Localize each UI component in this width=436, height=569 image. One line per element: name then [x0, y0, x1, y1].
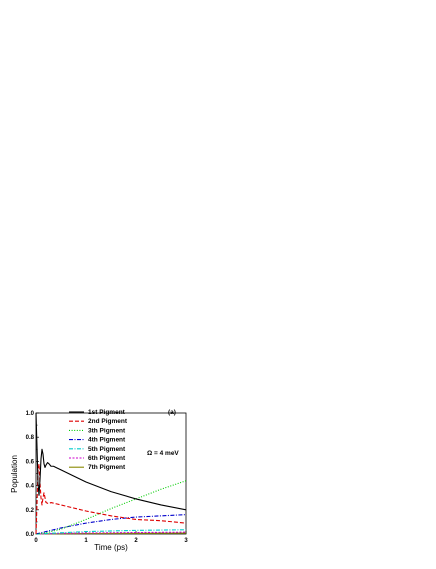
legend-label-3: 3th Pigment: [88, 427, 126, 434]
series-line-6: [35, 531, 187, 535]
y-tick-label: 0.4: [26, 484, 35, 490]
y-tick-label: 1.0: [26, 411, 35, 417]
series-line-5: [35, 529, 187, 535]
legend: 1st Pigment 2nd Pigment 3th Pigment 4th Pig…: [69, 409, 128, 471]
legend-label-4: 4th Pigment: [88, 437, 126, 444]
x-tick-label: 2: [134, 538, 138, 544]
y-tick-label: 0.2: [26, 508, 35, 514]
y-axis-title: Population: [10, 455, 19, 493]
x-tick-label: 1: [84, 538, 88, 544]
legend-label-5: 5th Pigment: [88, 446, 126, 453]
series-line-2: [35, 463, 187, 535]
x-axis-title: Time (ps): [94, 543, 128, 552]
x-tick-label: 0: [34, 538, 38, 544]
omega-annotation: Ω = 4 meV: [147, 450, 179, 457]
legend-label-2: 2nd Pigment: [88, 418, 128, 425]
legend-label-1: 1st Pigment: [88, 409, 126, 416]
series-line-1: [35, 412, 187, 511]
plot-area: 0 1 2 3 0.0 0.2 0.4 0.6 0.8 1.0: [26, 411, 189, 544]
series-line-3: [35, 480, 187, 535]
series-line-4: [35, 514, 187, 535]
panel-label: (a): [168, 409, 176, 416]
y-tick-label: 0.8: [26, 435, 35, 441]
y-tick-label: 0.6: [26, 459, 35, 465]
x-tick-label: 3: [184, 538, 188, 544]
legend-label-6: 6th Pigment: [88, 455, 126, 462]
y-tick-label: 0.0: [26, 532, 35, 538]
legend-label-7: 7th Pigment: [88, 464, 126, 471]
